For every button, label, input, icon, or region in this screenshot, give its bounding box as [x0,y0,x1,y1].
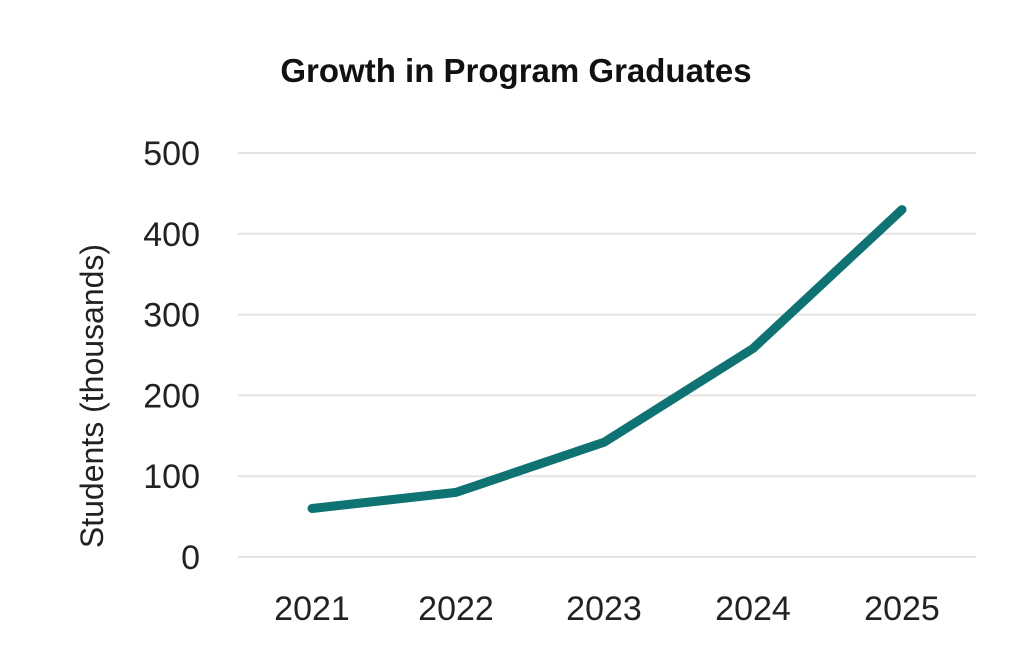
y-tick-label: 500 [143,135,200,173]
x-tick-label: 2023 [566,590,642,628]
chart-title: Growth in Program Graduates [280,52,751,89]
x-tick-label: 2022 [418,590,494,628]
series-lines [307,205,907,513]
y-tick-label: 200 [143,377,200,415]
y-tick-label: 0 [181,539,200,577]
x-tick-label: 2021 [274,590,350,628]
y-tick-label: 400 [143,216,200,254]
y-axis-label: Students (thousands) [74,244,110,548]
gridlines [238,152,976,558]
y-axis-ticks: 0 100 200 300 400 500 [143,135,200,577]
y-tick-label: 100 [143,458,200,496]
x-tick-label: 2024 [715,590,791,628]
y-tick-label: 300 [143,297,200,335]
x-tick-label: 2025 [864,590,940,628]
x-axis-ticks: 2021 2022 2023 2024 2025 [274,590,940,628]
series-line [307,205,907,513]
